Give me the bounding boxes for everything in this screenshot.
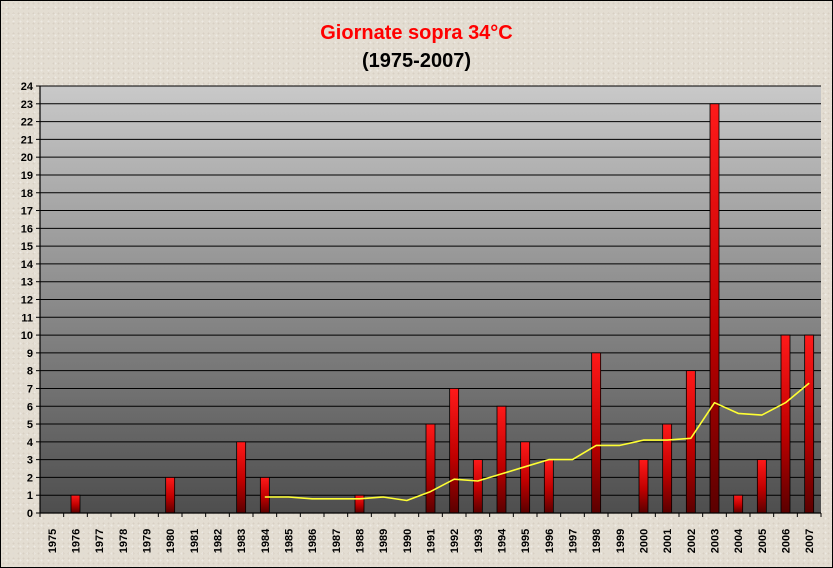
y-tick-label: 7 (27, 383, 33, 395)
bar (638, 459, 649, 514)
x-tick-label: 1980 (165, 529, 177, 553)
bar (425, 423, 436, 514)
x-tick-label: 1992 (449, 529, 461, 553)
x-tick-label: 1987 (331, 529, 343, 553)
x-tick-label: 1976 (71, 529, 83, 553)
x-tick-label: 1993 (473, 529, 485, 553)
bar (709, 103, 720, 514)
x-tick-label: 2005 (757, 529, 769, 553)
x-tick-label: 2007 (804, 529, 816, 553)
bar (520, 441, 531, 514)
y-tick-label: 12 (21, 295, 33, 307)
x-tick-label: 1989 (378, 529, 390, 553)
x-tick-label: 2006 (781, 529, 793, 553)
y-tick-label: 23 (21, 99, 33, 111)
x-tick-label: 1982 (213, 529, 225, 553)
y-tick-label: 17 (21, 206, 33, 218)
y-tick-label: 9 (27, 348, 33, 360)
x-tick-label: 1995 (520, 529, 532, 553)
x-tick-label: 1996 (544, 529, 556, 553)
x-tick-label: 1986 (307, 529, 319, 553)
y-tick-label: 24 (21, 81, 34, 93)
x-tick-label: 1975 (47, 529, 59, 553)
bar (70, 494, 81, 514)
chart-title: Giornate sopra 34°C (320, 22, 513, 44)
x-tick-label: 1978 (118, 529, 130, 553)
x-tick-label: 1999 (615, 529, 627, 553)
bar (472, 459, 483, 514)
x-tick-label: 1983 (236, 529, 248, 553)
y-tick-label: 6 (27, 401, 33, 413)
x-tick-label: 1977 (94, 529, 106, 553)
y-tick-label: 14 (21, 259, 34, 271)
y-tick-label: 19 (21, 170, 33, 182)
x-tick-label: 2002 (686, 529, 698, 553)
y-tick-label: 15 (21, 241, 33, 253)
x-tick-label: 1998 (591, 529, 603, 553)
y-tick-label: 20 (21, 152, 33, 164)
y-tick-label: 11 (21, 312, 33, 324)
bar (733, 494, 744, 514)
chart-subtitle: (1975-2007) (362, 50, 471, 72)
y-tick-label: 16 (21, 223, 33, 235)
y-tick-label: 4 (27, 437, 34, 449)
bar (496, 405, 507, 514)
y-tick-label: 2 (27, 472, 33, 484)
y-tick-label: 1 (27, 490, 33, 502)
bar (685, 370, 696, 514)
trend-line (264, 382, 810, 502)
x-tick-label: 1991 (426, 529, 438, 553)
bar (591, 352, 602, 514)
x-tick-label: 2004 (733, 528, 745, 553)
x-tick-label: 1984 (260, 528, 272, 553)
bar (165, 477, 176, 514)
y-tick-label: 3 (27, 455, 33, 467)
bar (780, 334, 791, 514)
x-tick-label: 1994 (497, 528, 509, 553)
y-tick-label: 18 (21, 188, 33, 200)
bar (449, 388, 460, 514)
x-tick-label: 1981 (189, 529, 201, 553)
x-tick-label: 1985 (284, 529, 296, 553)
bar (543, 459, 554, 514)
bar (804, 334, 815, 514)
y-tick-label: 21 (21, 134, 33, 146)
bar (662, 423, 673, 514)
y-tick-label: 10 (21, 330, 33, 342)
bar (236, 441, 247, 514)
bar (756, 459, 767, 514)
y-tick-label: 13 (21, 277, 33, 289)
x-tick-label: 2003 (710, 529, 722, 553)
y-tick-label: 5 (27, 419, 33, 431)
x-tick-label: 1997 (568, 529, 580, 553)
y-tick-label: 8 (27, 366, 33, 378)
bar (259, 477, 270, 514)
x-tick-label: 2000 (639, 529, 651, 553)
x-tick-label: 1979 (142, 529, 154, 553)
y-tick-label: 22 (21, 117, 33, 129)
y-tick-label: 0 (27, 508, 33, 520)
x-tick-label: 2001 (662, 529, 674, 553)
x-tick-label: 1990 (402, 529, 414, 553)
x-tick-label: 1988 (355, 529, 367, 553)
